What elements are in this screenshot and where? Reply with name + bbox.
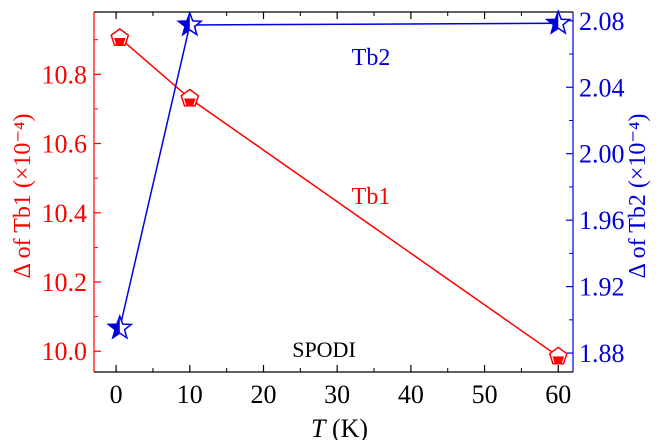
x-tick-label: 20 bbox=[250, 380, 276, 409]
point-fill-tb1 bbox=[114, 37, 126, 45]
x-tick-label: 50 bbox=[472, 380, 498, 409]
annotation-spodi: SPODI bbox=[292, 337, 356, 362]
right-y-tick-label: 1.96 bbox=[579, 206, 625, 235]
x-tick-label: 30 bbox=[324, 380, 350, 409]
left-y-tick-label: 10.2 bbox=[42, 268, 88, 297]
point-fill-tb2 bbox=[108, 316, 120, 338]
point-fill-tb1 bbox=[184, 98, 196, 106]
x-tick-label: 10 bbox=[177, 380, 203, 409]
series-label-tb1: Tb1 bbox=[352, 184, 391, 210]
left-y-axis-title: Δ of Tb1 (×10⁻⁴) bbox=[10, 114, 36, 279]
left-y-tick-label: 10.0 bbox=[42, 337, 88, 366]
right-y-tick-label: 1.88 bbox=[579, 339, 625, 368]
x-tick-label: 40 bbox=[398, 380, 424, 409]
series-line-tb2 bbox=[119, 22, 559, 329]
series-layer bbox=[106, 9, 572, 365]
x-tick-label: 0 bbox=[110, 380, 123, 409]
right-y-tick-label: 2.04 bbox=[579, 73, 625, 102]
right-y-tick-label: 2.00 bbox=[579, 140, 625, 169]
right-y-tick-label: 1.92 bbox=[579, 273, 625, 302]
point-fill-tb1 bbox=[552, 356, 564, 364]
series-label-tb2: Tb2 bbox=[352, 45, 391, 71]
left-y-tick-label: 10.6 bbox=[42, 130, 88, 159]
right-y-tick-label: 2.08 bbox=[579, 7, 625, 36]
left-y-tick-label: 10.8 bbox=[42, 60, 88, 89]
x-axis-title-unit: (K) bbox=[325, 414, 368, 440]
x-tick-label: 60 bbox=[545, 380, 571, 409]
point-fill-tb2 bbox=[546, 11, 559, 33]
x-axis-title: T (K) bbox=[311, 414, 368, 440]
point-fill-tb2 bbox=[178, 12, 190, 35]
right-y-axis-title: Δ of Tb2 (×10⁻⁴) bbox=[625, 114, 651, 279]
x-axis-title-variable: T bbox=[311, 414, 327, 440]
series-line-tb1 bbox=[119, 37, 559, 358]
axes-frame bbox=[93, 11, 574, 373]
labels-layer: 0 10 20 30 40 50 60 10.0 10.2 10.4 10.6 10.8 1.88 1.9… bbox=[10, 7, 651, 440]
left-y-tick-label: 10.4 bbox=[42, 199, 88, 228]
